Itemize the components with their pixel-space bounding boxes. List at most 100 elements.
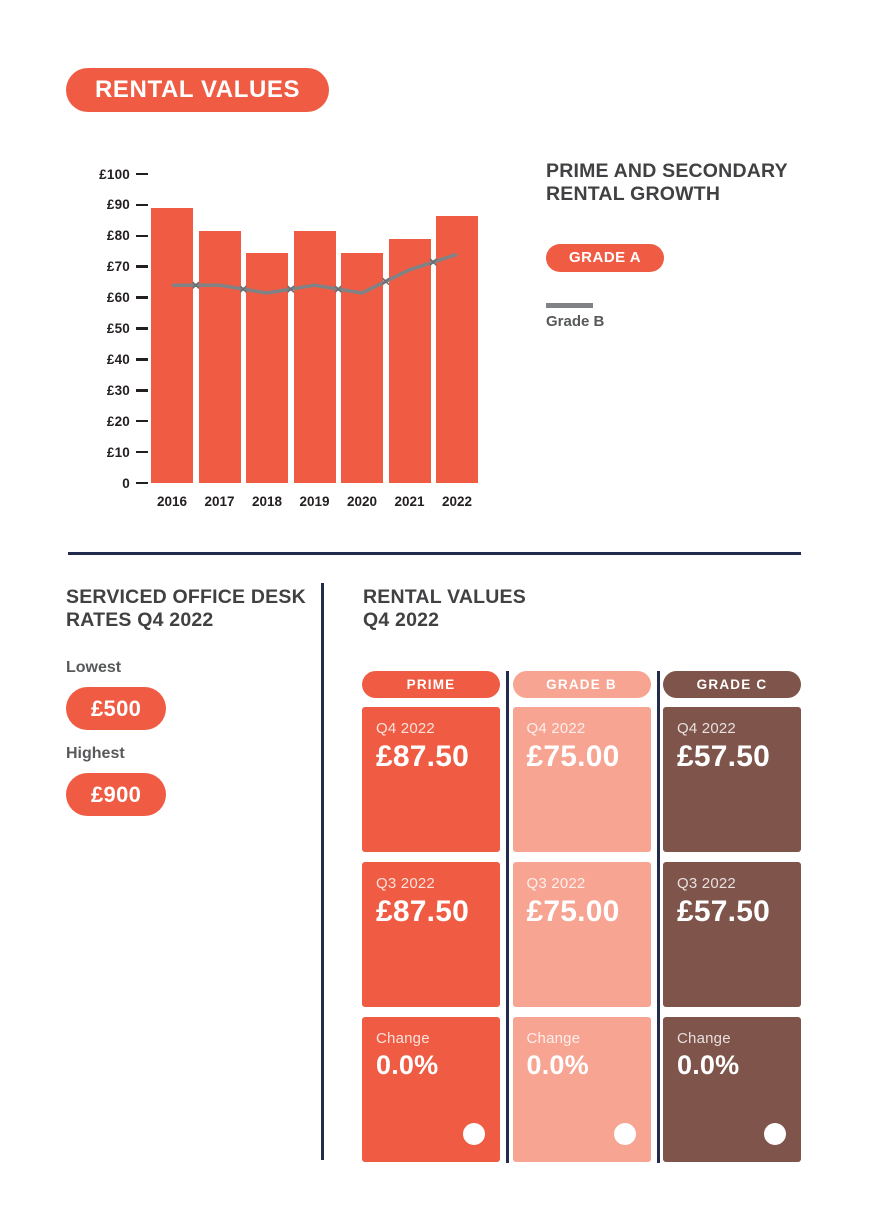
- grade-a-legend-pill: GRADE A: [546, 244, 665, 272]
- y-tick-mark: [136, 481, 148, 485]
- change-indicator-dot: [764, 1123, 786, 1145]
- card-label: Change: [677, 1030, 731, 1047]
- y-tick-90: £90: [107, 197, 148, 213]
- grade-b-line-swatch: [546, 303, 593, 308]
- rental-values-heading: RENTAL VALUES Q4 2022: [363, 586, 526, 632]
- grade-c-pill-label: GRADE C: [696, 677, 768, 692]
- y-tick-mark: [136, 296, 148, 299]
- card-value: £87.50: [376, 895, 469, 928]
- y-tick-50: £50: [107, 321, 148, 337]
- card-value: £87.50: [376, 740, 469, 773]
- y-tick-label: £70: [106, 259, 130, 275]
- rental-values-heading-line2: Q4 2022: [363, 609, 440, 631]
- card-value: 0.0%: [526, 1050, 589, 1080]
- y-tick-100: £100: [99, 166, 148, 182]
- x-tick-label-2016: 2016: [156, 494, 188, 509]
- y-tick-label: £50: [106, 321, 130, 336]
- y-tick-mark: [136, 358, 148, 361]
- y-tick-label: £90: [106, 197, 130, 213]
- lowest-value: £500: [91, 696, 142, 721]
- chart-heading: PRIME AND SECONDARY RENTAL GROWTH: [546, 160, 788, 206]
- grade-c-pill: GRADE C: [663, 671, 801, 698]
- grade-a-legend-label: GRADE A: [569, 249, 642, 266]
- bar-2019: [293, 231, 336, 483]
- lowest-label: Lowest: [66, 659, 122, 676]
- y-tick-mark: [136, 419, 148, 423]
- chart-y-axis: £100 £90 £80 £70 £60 £50 £40 £30 £20 £10 0: [0, 167, 148, 491]
- y-tick-mark: [136, 450, 148, 454]
- y-tick-mark: [136, 265, 148, 268]
- card-label: Q4 2022: [526, 720, 586, 737]
- highest-label: Highest: [66, 745, 125, 762]
- card-label: Change: [376, 1030, 430, 1047]
- grade-b-line: [172, 252, 458, 295]
- y-tick-20: £20: [107, 413, 148, 429]
- y-tick-10: £10: [107, 444, 148, 460]
- column-divider-1: [506, 671, 509, 1163]
- card-prime-change: Change 0.0%: [362, 1017, 500, 1162]
- y-tick-mark: [136, 203, 148, 207]
- y-tick-label: £100: [99, 166, 130, 182]
- card-label: Change: [526, 1030, 581, 1047]
- y-tick-80: £80: [107, 228, 148, 244]
- card-grade-c-q4: Q4 2022 £57.50: [663, 707, 801, 852]
- y-tick-label: £80: [106, 228, 130, 244]
- plot-area: [151, 174, 478, 483]
- card-value: £75.00: [526, 895, 620, 928]
- x-tick-label-2019: 2019: [299, 494, 330, 509]
- prime-pill: PRIME: [362, 671, 500, 698]
- x-tick-label-2022: 2022: [441, 494, 473, 509]
- y-tick-mark: [136, 234, 148, 238]
- card-value: £57.50: [677, 740, 770, 773]
- grade-b-pill-label: GRADE B: [546, 677, 617, 692]
- card-label: Q3 2022: [526, 875, 586, 892]
- column-divider-2: [657, 671, 660, 1163]
- card-grade-b-q3: Q3 2022 £75.00: [512, 862, 651, 1007]
- highest-value: £900: [91, 782, 142, 807]
- desk-rates-heading: SERVICED OFFICE DESK RATES Q4 2022: [66, 586, 306, 632]
- rental-column-grade-b: GRADE B Q4 2022 £75.00 Q3 2022 £75.00 Ch…: [512, 671, 651, 1172]
- bar-2016: [151, 208, 193, 483]
- y-tick-30: £30: [107, 382, 148, 398]
- y-tick-label: £60: [106, 290, 130, 306]
- desk-rates-heading-line1: SERVICED OFFICE DESK: [66, 586, 306, 608]
- card-grade-c-q3: Q3 2022 £57.50: [663, 862, 801, 1007]
- y-tick-60: £60: [107, 290, 148, 306]
- card-value: 0.0%: [376, 1050, 439, 1080]
- y-tick-40: £40: [107, 351, 148, 367]
- card-grade-b-change: Change 0.0%: [512, 1017, 651, 1162]
- card-prime-q3: Q3 2022 £87.50: [362, 862, 500, 1007]
- y-tick-70: £70: [107, 259, 148, 275]
- change-indicator-dot: [463, 1123, 485, 1145]
- grade-b-legend-label: Grade B: [546, 313, 605, 330]
- card-value: £75.00: [526, 740, 620, 773]
- grade-b-pill: GRADE B: [512, 671, 651, 698]
- highest-value-pill: £900: [66, 773, 167, 816]
- card-value: 0.0%: [677, 1050, 740, 1080]
- horizontal-divider: [68, 552, 801, 555]
- y-tick-0: 0: [122, 475, 148, 491]
- card-value: £57.50: [677, 895, 770, 928]
- rental-values-columns: PRIME Q4 2022 £87.50 Q3 2022 £87.50 Chan…: [362, 671, 801, 1172]
- bar-2017: [198, 231, 241, 483]
- rental-column-prime: PRIME Q4 2022 £87.50 Q3 2022 £87.50 Chan…: [362, 671, 500, 1172]
- card-label: Q4 2022: [376, 720, 435, 737]
- chart-heading-line2: RENTAL GROWTH: [546, 183, 721, 205]
- rental-values-badge: RENTAL VALUES: [66, 68, 330, 112]
- card-label: Q3 2022: [677, 875, 736, 892]
- change-indicator-dot: [613, 1123, 636, 1145]
- card-label: Q3 2022: [376, 875, 435, 892]
- y-tick-label: 0: [122, 475, 130, 491]
- x-tick-label-2021: 2021: [394, 494, 425, 509]
- bar-2021: [388, 238, 431, 483]
- chart-heading-line1: PRIME AND SECONDARY: [546, 160, 788, 182]
- y-tick-label: £10: [106, 444, 130, 460]
- rental-column-grade-c: GRADE C Q4 2022 £57.50 Q3 2022 £57.50 Ch…: [663, 671, 801, 1172]
- lowest-value-pill: £500: [66, 687, 167, 730]
- x-tick-label-2018: 2018: [251, 494, 283, 509]
- y-tick-mark: [136, 327, 148, 330]
- x-tick-label-2020: 2020: [346, 494, 378, 509]
- rental-values-badge-label: RENTAL VALUES: [95, 76, 301, 103]
- card-grade-b-q4: Q4 2022 £75.00: [512, 707, 651, 852]
